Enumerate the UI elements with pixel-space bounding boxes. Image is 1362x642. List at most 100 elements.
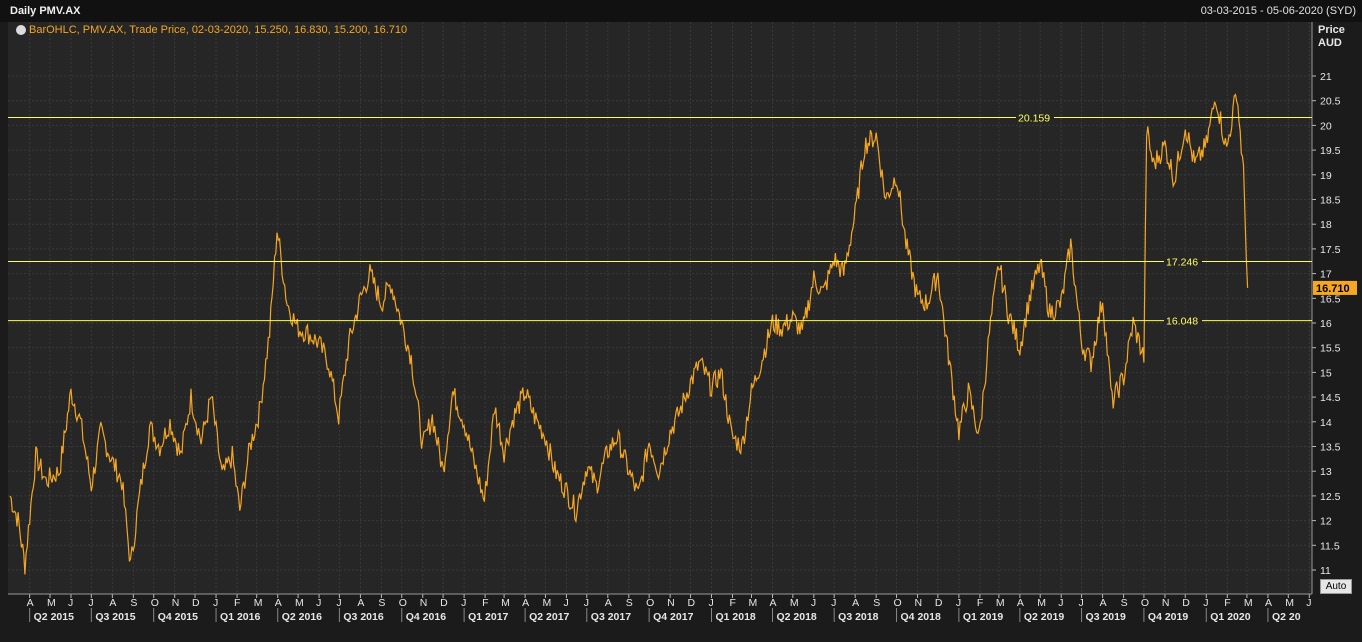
x-month-tick-label: J bbox=[563, 597, 568, 609]
x-month-tick-label: D bbox=[1182, 597, 1190, 609]
x-month-tick-label: S bbox=[130, 597, 137, 609]
x-month-tick-label: A bbox=[1017, 597, 1024, 609]
last-price-label: 16.710 bbox=[1316, 283, 1350, 295]
y-tick-label: 21 bbox=[1320, 71, 1332, 83]
reference-line-label: 16.048 bbox=[1166, 316, 1198, 328]
series-legend[interactable]: BarOHLC, PMV.AX, Trade Price, 02-03-2020… bbox=[16, 24, 407, 36]
x-month-tick-label: F bbox=[234, 597, 240, 609]
date-range: 03-03-2015 - 05-06-2020 (SYD) bbox=[1200, 5, 1356, 17]
x-quarter-tick-label: Q4 2017 bbox=[653, 611, 693, 623]
x-month-tick-label: J bbox=[1203, 597, 1208, 609]
price-series-line bbox=[9, 93, 1249, 575]
x-quarter-tick-label: Q1 2019 bbox=[963, 611, 1003, 623]
x-quarter-tick-label: Q2 2019 bbox=[1024, 611, 1064, 623]
x-month-tick-label: F bbox=[1224, 597, 1230, 609]
x-month-tick-label: M bbox=[1037, 597, 1046, 609]
y-tick-label: 18 bbox=[1320, 219, 1332, 231]
x-month-tick-label: A bbox=[275, 597, 282, 609]
y-tick-label: 20.5 bbox=[1320, 96, 1341, 108]
x-month-tick-label: J bbox=[956, 597, 961, 609]
x-month-tick-label: J bbox=[461, 597, 466, 609]
grid-layer bbox=[8, 22, 1312, 594]
reference-label-bg bbox=[1164, 255, 1202, 268]
x-month-tick-label: F bbox=[482, 597, 488, 609]
x-quarter-tick-label: Q4 2018 bbox=[901, 611, 941, 623]
y-axis-title-currency: AUD bbox=[1318, 37, 1342, 49]
y-tick-label: 17.5 bbox=[1320, 244, 1341, 256]
x-quarter-tick-label: Q4 2019 bbox=[1148, 611, 1188, 623]
x-quarter-tick-label: Q3 2017 bbox=[591, 611, 631, 623]
x-month-tick-label: M bbox=[748, 597, 757, 609]
x-month-tick-label: J bbox=[708, 597, 713, 609]
x-month-tick-label: M bbox=[790, 597, 799, 609]
x-month-tick-label: A bbox=[1265, 597, 1272, 609]
y-tick-label: 17 bbox=[1320, 269, 1332, 281]
x-quarter-tick-label: Q2 2017 bbox=[529, 611, 569, 623]
x-month-tick-label: J bbox=[213, 597, 218, 609]
y-tick-label: 20 bbox=[1320, 120, 1332, 132]
y-tick-label: 16.5 bbox=[1320, 293, 1341, 305]
x-month-tick-label: D bbox=[192, 597, 200, 609]
x-month-tick-label: J bbox=[336, 597, 341, 609]
last-price-marker bbox=[1313, 280, 1357, 295]
reference-label-bg bbox=[1016, 111, 1054, 124]
x-month-tick-label: D bbox=[687, 597, 695, 609]
x-month-tick-label: A bbox=[1100, 597, 1107, 609]
x-month-tick-label: F bbox=[730, 597, 736, 609]
y-tick-label: 11 bbox=[1320, 565, 1331, 577]
x-month-tick-label: M bbox=[1244, 597, 1253, 609]
x-month-tick-label: M bbox=[295, 597, 304, 609]
x-month-tick-label: J bbox=[1306, 597, 1311, 609]
x-quarter-tick-label: Q1 2017 bbox=[468, 611, 508, 623]
series-info-icon[interactable] bbox=[16, 25, 26, 35]
auto-scale-button[interactable]: Auto bbox=[1320, 579, 1352, 594]
y-tick-label: 16 bbox=[1320, 318, 1332, 330]
x-month-tick-label: S bbox=[626, 597, 633, 609]
x-month-tick-label: M bbox=[501, 597, 510, 609]
x-month-tick-label: M bbox=[254, 597, 263, 609]
x-quarter-tick-label: Q3 2018 bbox=[838, 611, 878, 623]
x-quarter-tick-label: Q3 2015 bbox=[95, 611, 135, 623]
y-tick-label: 19 bbox=[1320, 170, 1332, 182]
x-month-tick-label: S bbox=[378, 597, 385, 609]
x-month-tick-label: M bbox=[1285, 597, 1294, 609]
y-tick-label: 15.5 bbox=[1320, 343, 1341, 355]
x-month-tick-label: N bbox=[420, 597, 428, 609]
x-quarter-tick-label: Q4 2016 bbox=[406, 611, 446, 623]
reference-label-bg bbox=[1164, 314, 1202, 327]
x-month-tick-label: F bbox=[977, 597, 983, 609]
x-month-tick-label: S bbox=[873, 597, 880, 609]
x-month-tick-label: N bbox=[915, 597, 923, 609]
x-month-tick-label: A bbox=[522, 597, 529, 609]
x-month-tick-label: A bbox=[852, 597, 859, 609]
x-month-tick-label: N bbox=[1162, 597, 1170, 609]
x-quarter-tick-label: Q2 2016 bbox=[282, 611, 322, 623]
x-month-tick-label: O bbox=[646, 597, 654, 609]
y-tick-label: 13.5 bbox=[1320, 442, 1341, 454]
x-month-tick-label: A bbox=[109, 597, 116, 609]
chart-header-bar: Daily PMV.AX 03-03-2015 - 05-06-2020 (SY… bbox=[0, 0, 1362, 22]
x-month-tick-label: J bbox=[584, 597, 589, 609]
y-axis-title-price: Price bbox=[1318, 24, 1345, 36]
y-axis-title: Price AUD bbox=[1318, 24, 1345, 50]
y-tick-label: 19.5 bbox=[1320, 145, 1341, 157]
x-month-tick-label: N bbox=[172, 597, 180, 609]
y-tick-label: 18.5 bbox=[1320, 195, 1341, 207]
x-quarter-tick-label: Q3 2016 bbox=[343, 611, 383, 623]
x-month-tick-label: J bbox=[1079, 597, 1084, 609]
x-month-tick-label: J bbox=[1058, 597, 1063, 609]
x-month-tick-label: M bbox=[542, 597, 551, 609]
y-tick-label: 12 bbox=[1320, 516, 1332, 528]
x-month-tick-label: M bbox=[996, 597, 1005, 609]
x-quarter-tick-label: Q2 2015 bbox=[34, 611, 74, 623]
x-month-tick-label: O bbox=[151, 597, 159, 609]
x-quarter-tick-label: Q2 2018 bbox=[776, 611, 816, 623]
reference-line-label: 20.159 bbox=[1018, 113, 1050, 125]
x-month-tick-label: J bbox=[88, 597, 93, 609]
y-tick-label: 12.5 bbox=[1320, 491, 1341, 503]
chart-title: Daily PMV.AX bbox=[10, 5, 81, 17]
x-month-tick-label: D bbox=[935, 597, 943, 609]
x-quarter-tick-label: Q3 2019 bbox=[1086, 611, 1126, 623]
x-month-tick-label: J bbox=[316, 597, 321, 609]
